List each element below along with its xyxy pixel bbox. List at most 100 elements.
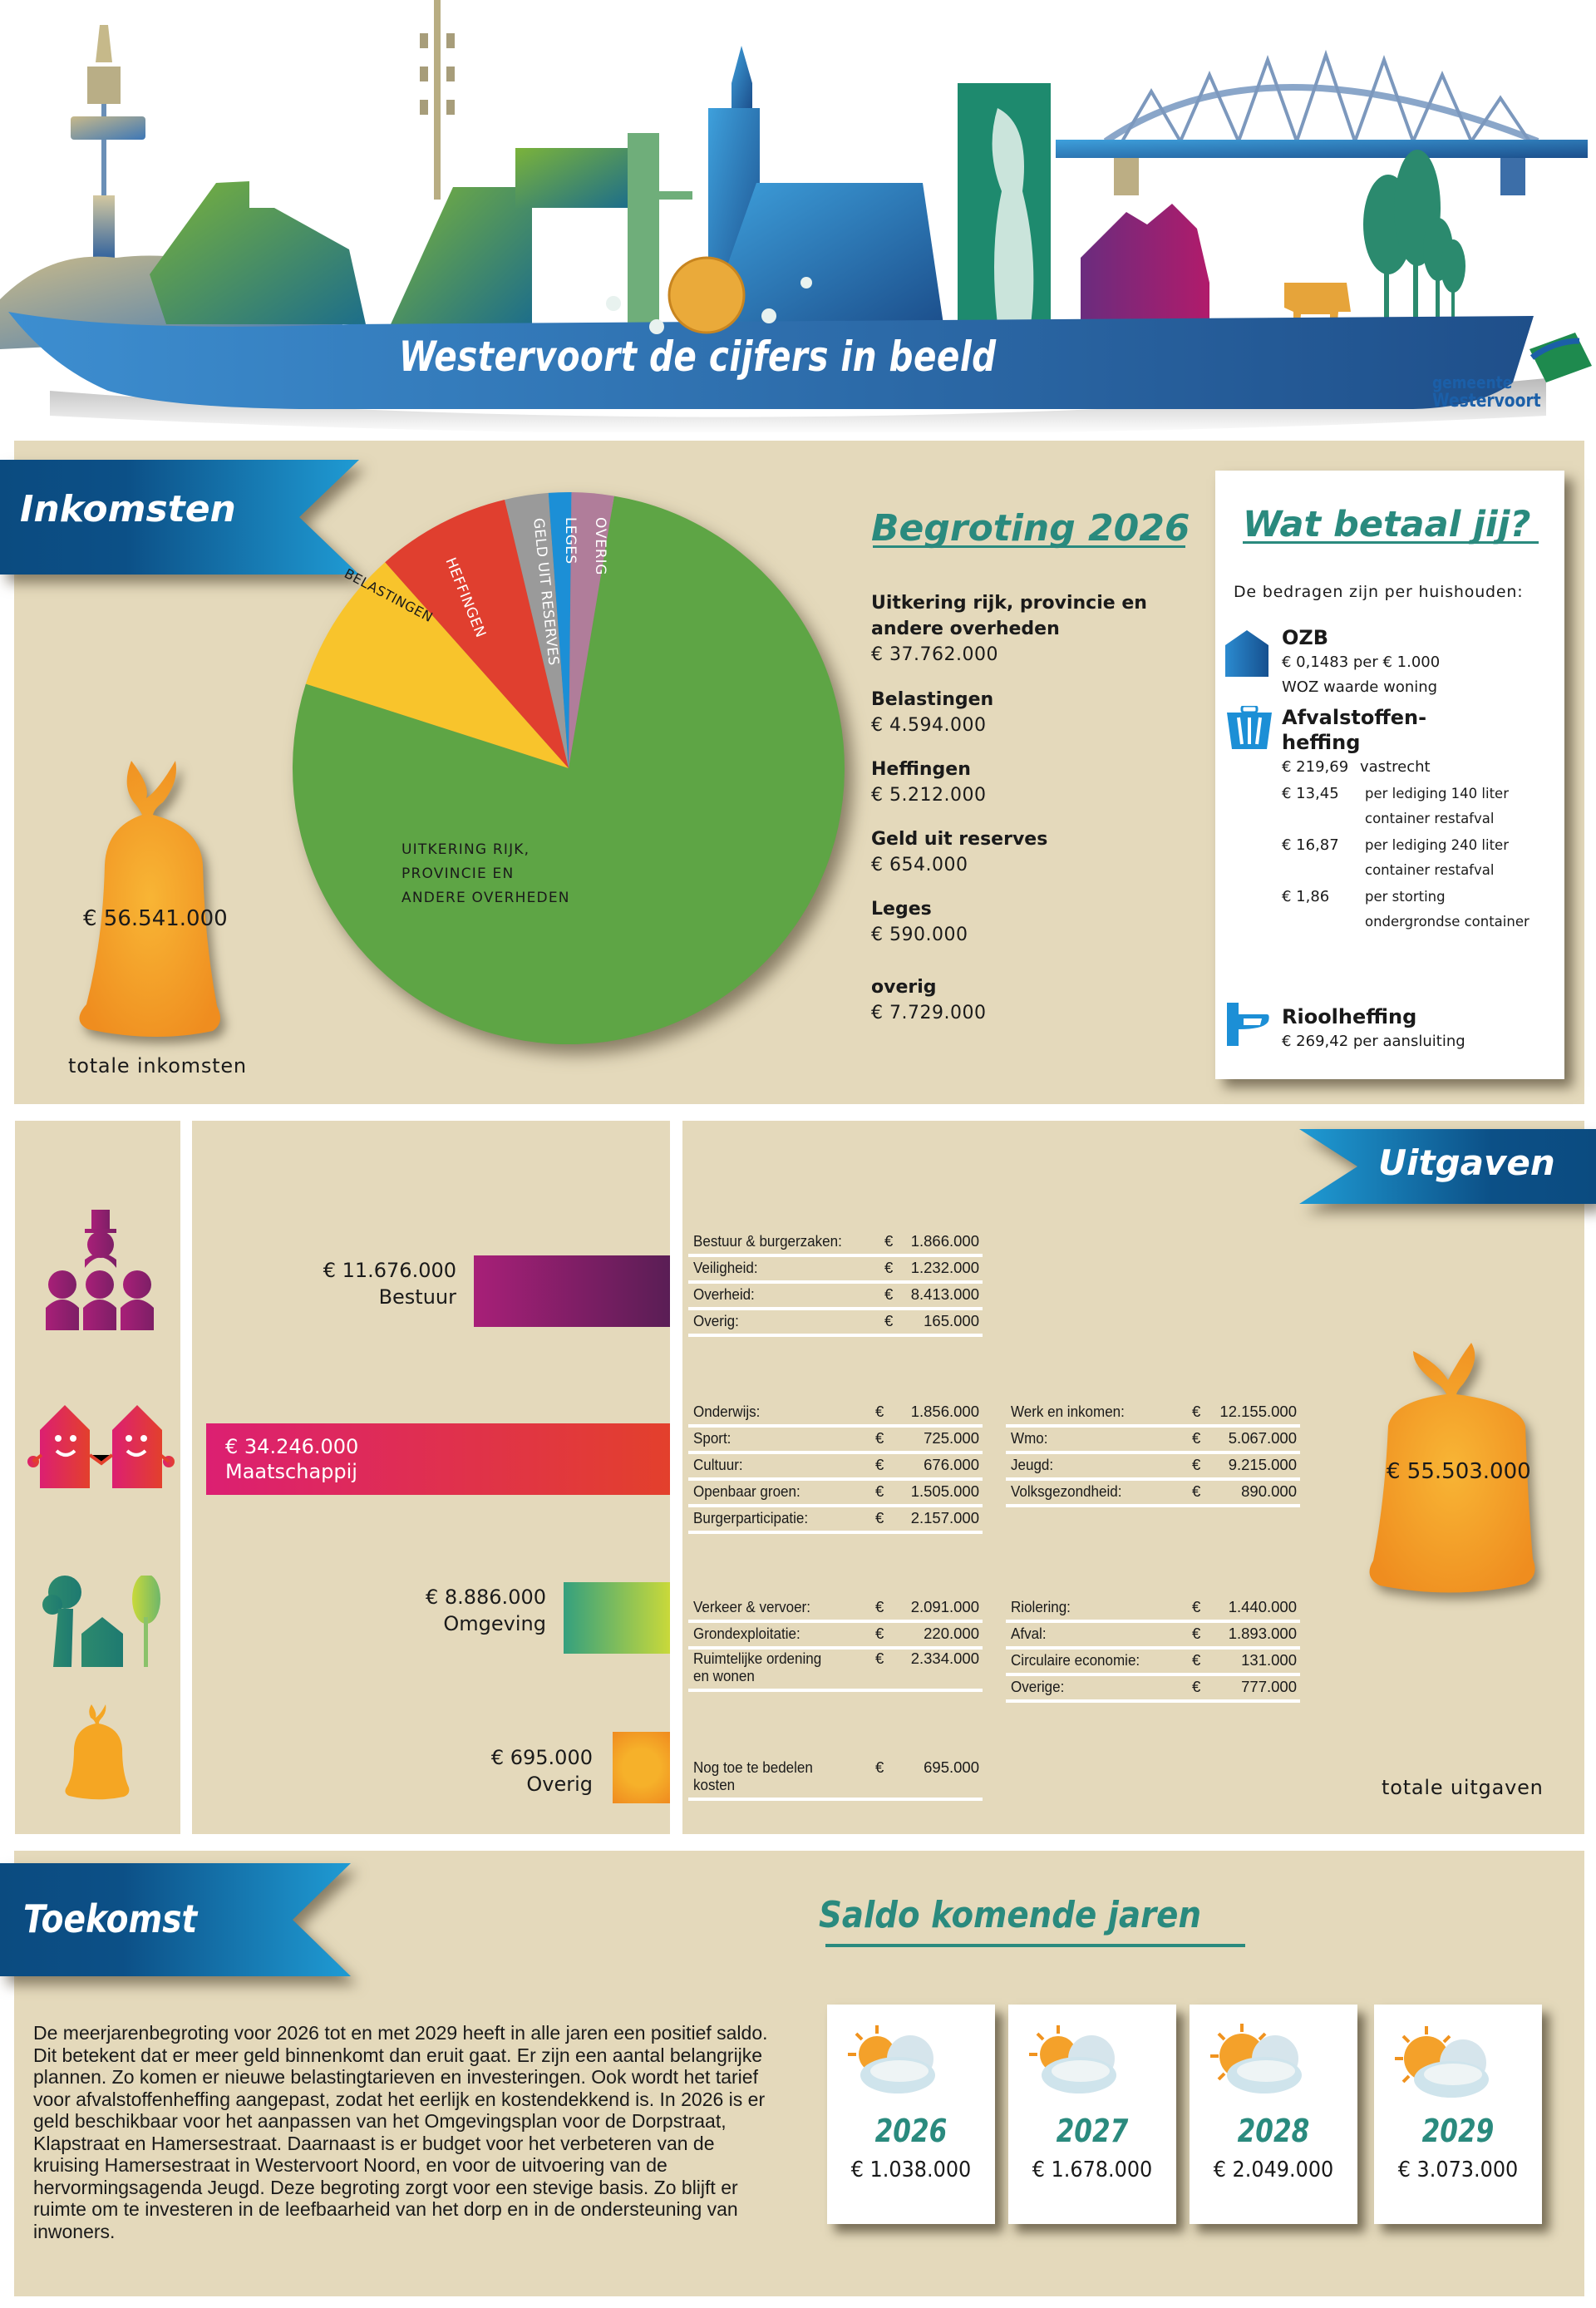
- table-maatschappij-left: Onderwijs: €1.856.000 Sport: €725.000 Cult…: [688, 1401, 983, 1534]
- table-omgeving-right: Riolering: €1.440.000 Afval: €1.893.000 Ci…: [1006, 1596, 1300, 1703]
- saldo-card-2026: 2026 € 1.038.000: [827, 2005, 995, 2224]
- omgeving-trees-icon: [40, 1574, 165, 1667]
- table-row: Volksgezondheid: €890.000: [1006, 1481, 1300, 1507]
- table-row: Overheid: €8.413.000: [688, 1284, 983, 1310]
- ozb-rate: € 0,1483 per € 1.000: [1282, 653, 1441, 671]
- table-row: Nog toe te bedelen kosten €695.000: [688, 1758, 983, 1801]
- table-maatschappij-right: Werk en inkomen: €12.155.000 Wmo: €5.067.0…: [1006, 1401, 1300, 1507]
- pie-label-leges: LEGES: [562, 517, 579, 565]
- table-row: Verkeer & vervoer: €2.091.000: [688, 1596, 983, 1623]
- bar-maatschappij: € 34.246.000 Maatschappij: [206, 1423, 670, 1495]
- saldo-card-2028: 2028 € 2.049.000: [1190, 2005, 1357, 2224]
- pie-slice-leges: [548, 491, 572, 768]
- table-row: Ruimtelijke ordening en wonen €2.334.000: [688, 1650, 983, 1692]
- overig-bag-icon: [62, 1703, 133, 1801]
- bar-label-bestuur: € 11.676.000 Bestuur: [323, 1259, 456, 1309]
- pie-label-uitkering: UITKERING RIJK, PROVINCIE EN ANDERE OVER…: [401, 841, 570, 906]
- saldo-amount: € 3.073.000: [1397, 2158, 1519, 2182]
- wat-betaal-jij-card: Wat betaal jij? De bedragen zijn per hui…: [1215, 471, 1564, 1079]
- pie-slice-heffingen: [385, 500, 569, 768]
- inkomsten-title: Inkomsten: [20, 488, 236, 530]
- bar-label-overig: € 695.000 Overig: [490, 1746, 593, 1796]
- bar-omgeving: [564, 1582, 670, 1654]
- table-row: Onderwijs: €1.856.000: [688, 1401, 983, 1428]
- table-overig: Nog toe te bedelen kosten €695.000: [688, 1758, 983, 1801]
- riool-rate: € 269,42 per aansluiting: [1282, 1033, 1465, 1050]
- afval-row: € 219,69 vastrecht: [1282, 758, 1431, 776]
- money-bag-icon: € 55.503.000: [1355, 1334, 1554, 1609]
- afval-row-cont: container restafval: [1365, 862, 1495, 878]
- pie-slice-geld-uit-reserves: [505, 492, 569, 768]
- partly-cloudy-icon: [1029, 2021, 1133, 2104]
- page-title: Westervoort de cijfers in beeld: [399, 333, 997, 381]
- betaal-title: Wat betaal jij?: [1243, 504, 1531, 545]
- saldo-amount: € 1.038.000: [850, 2158, 972, 2182]
- table-row: Grondexploitatie: €220.000: [688, 1623, 983, 1650]
- afval-row-cont: container restafval: [1365, 811, 1495, 826]
- table-row: Veiligheid: €1.232.000: [688, 1257, 983, 1284]
- afval-row: € 13,45 per lediging 140 liter: [1282, 785, 1509, 802]
- uitgaven-title: Uitgaven: [1378, 1142, 1555, 1183]
- logo-westervoort: Westervoort: [1432, 391, 1541, 412]
- table-row: Sport: €725.000: [688, 1428, 983, 1454]
- saldo-amount: € 2.049.000: [1213, 2158, 1334, 2182]
- table-row: Burgerparticipatie: €2.157.000: [688, 1507, 983, 1534]
- begroting-item-heffingen: Heffingen € 5.212.000: [871, 759, 987, 806]
- begroting-item-geld-uit-reserves: Geld uit reserves € 654.000: [871, 829, 1048, 875]
- table-omgeving-left: Verkeer & vervoer: €2.091.000 Grondexploi…: [688, 1596, 983, 1692]
- afval-row-cont: ondergrondse container: [1365, 914, 1530, 930]
- sewer-pipe-icon: [1227, 1003, 1270, 1046]
- pie-slice-belastingen: [305, 562, 569, 768]
- partly-cloudy-icon: [1395, 2021, 1499, 2104]
- saldo-year: 2027: [1056, 2113, 1129, 2149]
- pie-label-overig: OVERIG: [592, 517, 608, 576]
- house-icon: [1225, 630, 1268, 677]
- partly-cloudy-icon: [848, 2021, 952, 2104]
- begroting-title: Begroting 2026: [871, 507, 1190, 550]
- afval-row: € 16,87 per lediging 240 liter: [1282, 836, 1509, 854]
- begroting-divider: [873, 545, 1185, 548]
- pie-slice-uitkering: [292, 496, 845, 1045]
- saldo-divider: [825, 1944, 1245, 1947]
- toekomst-paragraph: De meerjarenbegroting voor 2026 tot en m…: [33, 2022, 768, 2242]
- maatschappij-houses-icon: [23, 1405, 181, 1488]
- table-row: Circulaire economie: €131.000: [1006, 1650, 1300, 1676]
- riool-title: Rioolheffing: [1282, 1005, 1417, 1028]
- begroting-item-uitkering: Uitkering rijk, provincie en andere over…: [871, 593, 1147, 665]
- table-row: Riolering: €1.440.000: [1006, 1596, 1300, 1623]
- bar-bestuur: [474, 1255, 670, 1327]
- table-bestuur: Bestuur & burgerzaken: €1.866.000 Veiligh…: [688, 1230, 983, 1337]
- westervoort-skyline-icon: [0, 0, 1592, 435]
- toekomst-title: Toekomst: [23, 1896, 198, 1941]
- ozb-title: OZB: [1282, 626, 1329, 649]
- saldo-year: 2028: [1237, 2113, 1310, 2149]
- betaal-subtitle: De bedragen zijn per huishouden:: [1234, 583, 1524, 601]
- table-row: Openbaar groen: €1.505.000: [688, 1481, 983, 1507]
- logo-gemeente: gemeente: [1432, 372, 1513, 392]
- begroting-item-leges: Leges € 590.000: [871, 899, 968, 945]
- table-row: Overige: €777.000: [1006, 1676, 1300, 1703]
- begroting-item-belastingen: Belastingen € 4.594.000: [871, 689, 994, 736]
- trash-bin-icon: [1225, 704, 1273, 749]
- inkomsten-pie-chart: BELASTINGEN HEFFINGEN GELD UIT RESERVES …: [283, 482, 864, 1081]
- betaal-divider: [1243, 541, 1539, 544]
- partly-cloudy-icon: [1210, 2021, 1314, 2104]
- saldo-title: Saldo komende jaren: [819, 1894, 1202, 1936]
- total-inkomsten-label: totale inkomsten: [68, 1054, 247, 1078]
- saldo-year: 2029: [1421, 2113, 1495, 2149]
- afval-title: Afvalstoffen- heffing: [1282, 706, 1427, 754]
- bar-overig: [613, 1732, 670, 1803]
- saldo-amount: € 1.678.000: [1032, 2158, 1153, 2182]
- saldo-card-2027: 2027 € 1.678.000: [1008, 2005, 1176, 2224]
- toekomst-ribbon: Toekomst: [0, 1863, 351, 1976]
- table-row: Jeugd: €9.215.000: [1006, 1454, 1300, 1481]
- table-row: Afval: €1.893.000: [1006, 1623, 1300, 1650]
- inkomsten-ribbon: Inkomsten: [0, 460, 359, 575]
- header-illustration: Westervoort de cijfers in beeld gemeente…: [0, 0, 1596, 435]
- begroting-item-overig: overig € 7.729.000: [871, 977, 987, 1023]
- table-row: Werk en inkomen: €12.155.000: [1006, 1401, 1300, 1428]
- total-inkomsten-value: € 56.541.000: [83, 906, 228, 931]
- bar-label-maatschappij: € 34.246.000 Maatschappij: [225, 1435, 359, 1483]
- money-bag-icon: € 56.541.000: [55, 757, 254, 1048]
- saldo-year: 2026: [874, 2113, 948, 2149]
